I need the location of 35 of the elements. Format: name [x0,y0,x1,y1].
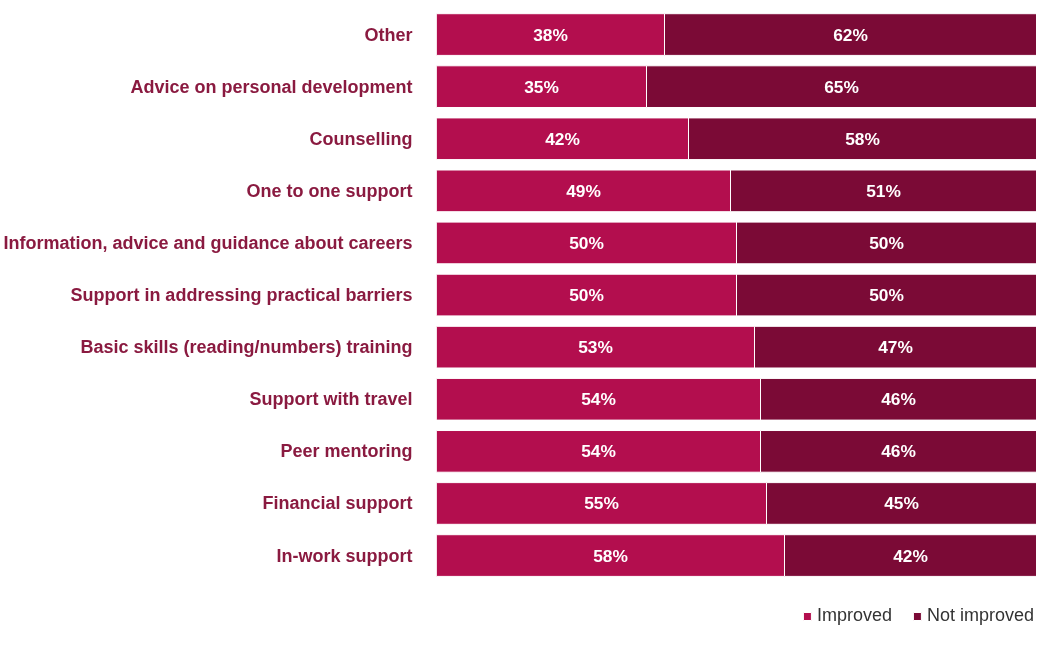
y-tick-label: Financial support [262,493,413,514]
data-label: 50% [569,285,604,306]
y-tick-label: Basic skills (reading/numbers) training [80,337,413,358]
data-label: 49% [566,180,601,201]
y-tick-label: Peer mentoring [280,441,413,462]
data-label: 42% [545,128,580,149]
data-label: 65% [824,76,859,97]
data-label: 50% [869,232,904,253]
data-label: 47% [878,337,913,358]
y-tick-label: Counselling [309,128,413,149]
data-label: 46% [881,441,916,462]
data-label: 58% [593,545,628,566]
data-label: 53% [578,337,613,358]
data-label: 50% [869,285,904,306]
legend-label: Not improved [926,605,1034,626]
data-label: 50% [569,232,604,253]
y-tick-label: One to one support [246,180,413,201]
data-label: 54% [581,389,616,410]
y-tick-label: Support in addressing practical barriers [70,285,413,306]
data-label: 62% [833,24,868,45]
y-tick-label: Other [364,24,413,45]
data-label: 38% [533,24,568,45]
data-label: 46% [881,389,916,410]
data-label: 58% [845,128,880,149]
data-label: 51% [866,180,901,201]
data-label: 55% [584,493,619,514]
legend-label: Improved [816,605,892,626]
data-label: 35% [524,76,559,97]
y-tick-label: Information, advice and guidance about careers [3,232,413,253]
y-tick-label: Advice on personal development [130,76,413,97]
data-label: 54% [581,441,616,462]
y-tick-label: In-work support [276,545,413,566]
data-label: 42% [893,545,928,566]
data-label: 45% [884,493,919,514]
y-tick-label: Support with travel [249,389,413,410]
